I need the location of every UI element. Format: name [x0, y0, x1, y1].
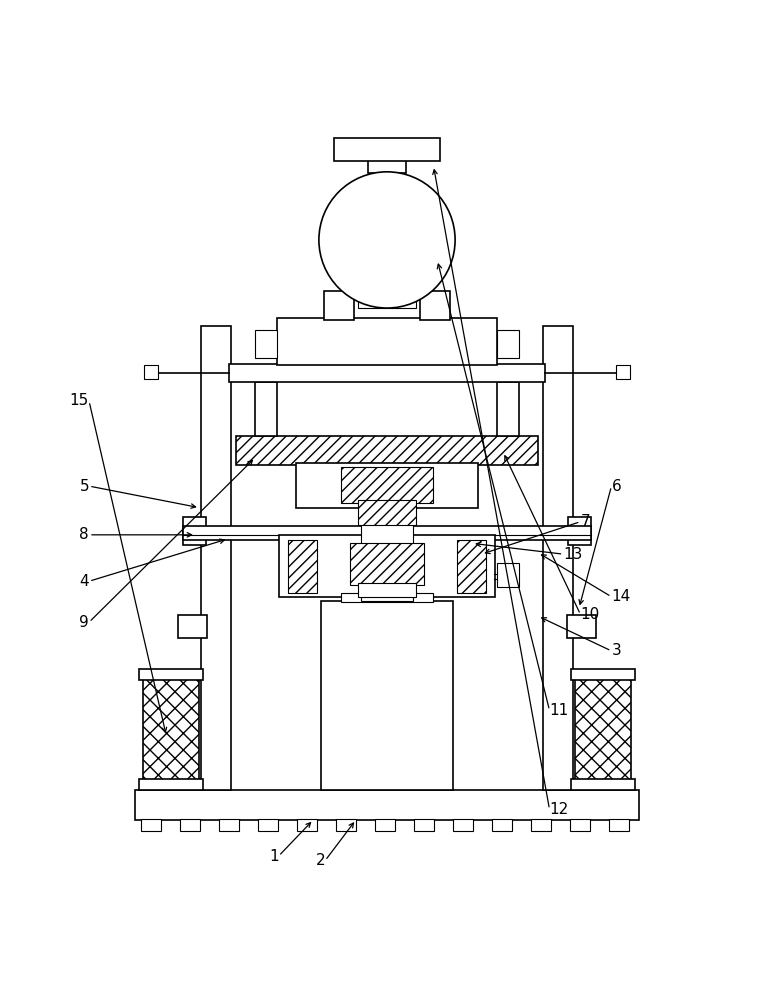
Bar — [368, 524, 406, 535]
Bar — [341, 467, 433, 503]
Bar — [571, 779, 635, 790]
Bar — [277, 318, 497, 365]
Bar — [255, 330, 277, 358]
Bar — [201, 326, 231, 790]
Bar — [141, 819, 161, 831]
Text: 7: 7 — [580, 514, 590, 529]
Bar — [497, 382, 519, 436]
Bar — [497, 563, 519, 587]
Bar — [368, 159, 406, 173]
Text: 6: 6 — [611, 479, 622, 494]
Text: 2: 2 — [316, 853, 325, 868]
Bar — [575, 678, 631, 786]
Bar — [336, 819, 356, 831]
Bar — [139, 669, 203, 680]
Bar — [567, 615, 596, 638]
Bar — [375, 819, 395, 831]
Bar — [543, 326, 573, 790]
Bar — [350, 543, 424, 585]
Bar — [334, 138, 440, 161]
Bar — [457, 540, 486, 593]
Bar — [361, 500, 413, 601]
Text: 12: 12 — [550, 802, 569, 817]
Bar — [420, 291, 450, 320]
Bar — [492, 819, 512, 831]
Text: 8: 8 — [80, 527, 89, 542]
Bar — [143, 678, 199, 786]
Bar — [571, 669, 635, 680]
Bar — [178, 615, 207, 638]
Bar — [219, 819, 239, 831]
Text: 1: 1 — [269, 849, 279, 864]
Bar — [367, 280, 407, 297]
Bar — [296, 463, 478, 508]
Bar — [258, 819, 278, 831]
Bar — [609, 819, 629, 831]
Bar — [180, 819, 200, 831]
Bar — [279, 535, 495, 597]
Bar — [321, 601, 453, 790]
Bar — [341, 593, 433, 602]
Bar — [135, 790, 639, 820]
Bar — [255, 382, 277, 436]
Text: 5: 5 — [80, 479, 89, 494]
Text: 9: 9 — [79, 615, 89, 630]
Text: 15: 15 — [70, 393, 89, 408]
Text: 11: 11 — [550, 703, 569, 718]
Bar — [183, 526, 591, 540]
Text: 13: 13 — [563, 547, 583, 562]
Text: 10: 10 — [580, 607, 600, 622]
Text: 3: 3 — [611, 643, 622, 658]
Bar — [144, 365, 158, 379]
Bar — [358, 500, 416, 525]
Bar — [531, 819, 551, 831]
Bar — [453, 819, 473, 831]
Bar — [183, 517, 206, 545]
Bar — [358, 583, 416, 597]
Bar — [297, 819, 317, 831]
Text: 14: 14 — [611, 589, 631, 604]
Circle shape — [319, 172, 455, 308]
Bar — [358, 296, 416, 308]
Bar — [568, 517, 591, 545]
Bar — [616, 365, 630, 379]
Bar — [288, 540, 317, 593]
Bar — [414, 819, 434, 831]
Bar — [236, 436, 538, 465]
Bar — [497, 330, 519, 358]
Bar — [570, 819, 591, 831]
Text: 4: 4 — [80, 574, 89, 589]
Bar — [324, 291, 354, 320]
Bar — [139, 779, 203, 790]
Bar — [229, 364, 545, 382]
